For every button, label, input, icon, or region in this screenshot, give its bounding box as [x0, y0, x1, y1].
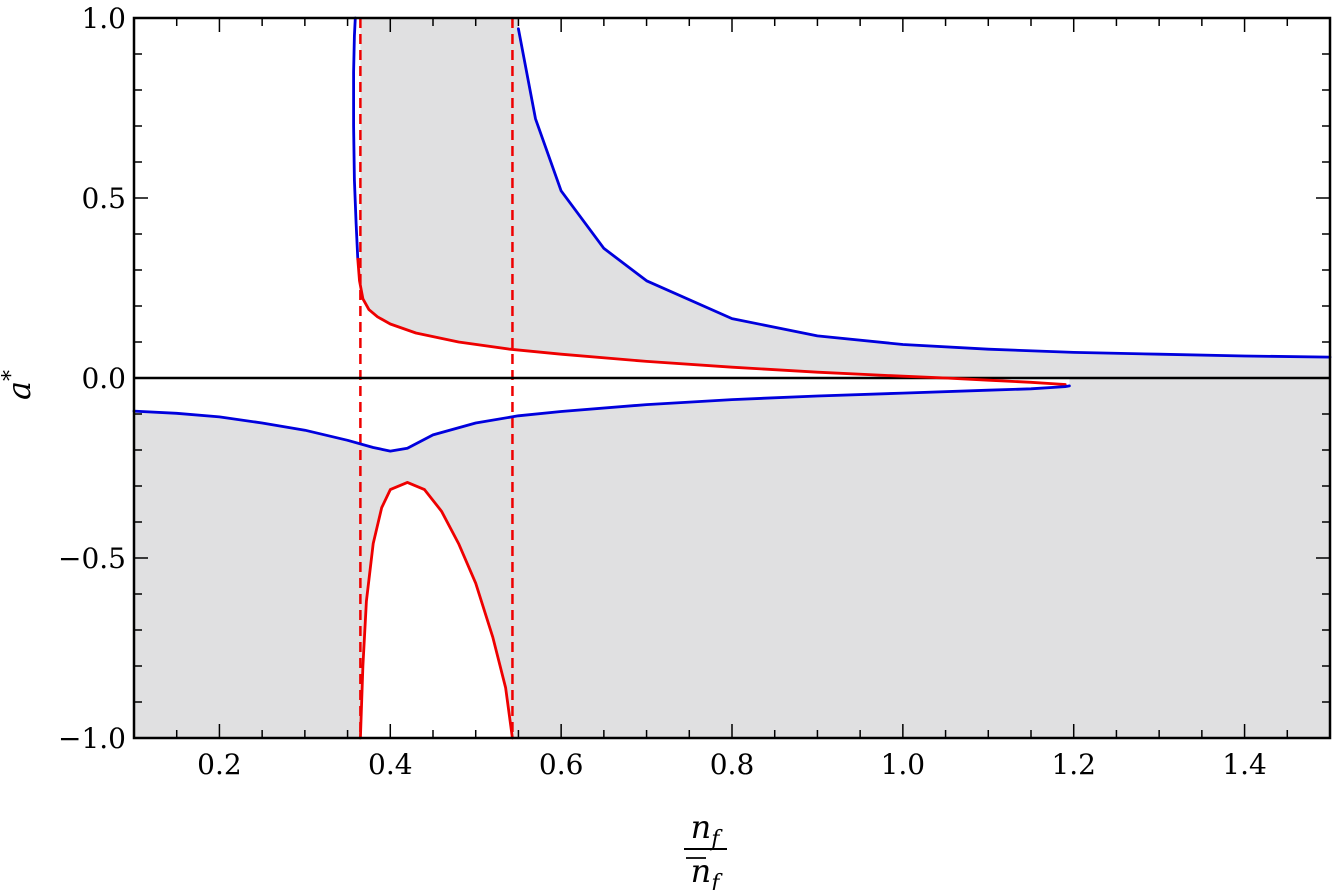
- y-tick-label: 1.0: [81, 2, 126, 35]
- y-tick-label: −1.0: [58, 722, 126, 755]
- y-tick-label: −0.5: [58, 542, 126, 575]
- x-tick-label: 0.2: [197, 748, 242, 781]
- x-tick-label: 1.4: [1222, 748, 1267, 781]
- x-label-denominator: nf: [691, 852, 724, 890]
- y-tick-label: 0.5: [81, 182, 126, 215]
- x-tick-label: 0.8: [710, 748, 755, 781]
- series-line-3: [132, 384, 1071, 453]
- x-tick-label: 1.0: [881, 748, 926, 781]
- y-tick-label: 0.0: [81, 362, 126, 395]
- shade-lower-region: [134, 378, 1330, 738]
- series-line-0: [352, 16, 360, 261]
- series-line-4: [359, 481, 514, 740]
- x-label-numerator: nf: [691, 808, 724, 852]
- shade-upper-region: [357, 18, 1330, 378]
- x-tick-label: 0.4: [368, 748, 413, 781]
- x-axis-label: nf nf: [684, 808, 727, 890]
- series-line-1: [356, 257, 1067, 386]
- ticks: 0.2 0.4 0.6 0.8 1.0 1.2 1.4 −1.0 −0.5 0.0 0.5 1.0: [58, 2, 1331, 781]
- series: [132, 16, 1332, 740]
- x-tick-label: 0.6: [539, 748, 584, 781]
- y-axis-label: a*: [0, 370, 38, 400]
- shaded-region: [134, 18, 1330, 738]
- x-tick-label: 1.2: [1051, 748, 1096, 781]
- series-line-2: [517, 27, 1332, 359]
